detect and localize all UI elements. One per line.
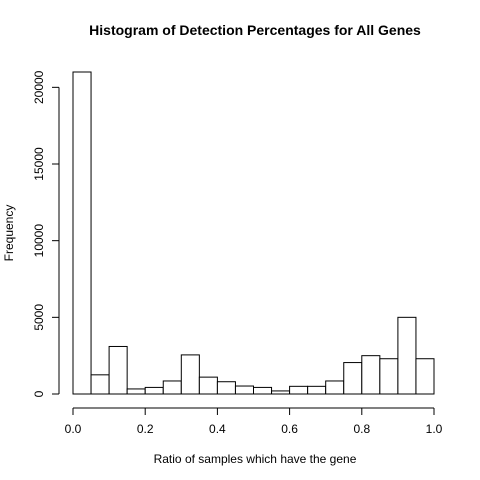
histogram-bar [180,354,200,395]
x-axis-label: Ratio of samples which have the gene [154,452,357,466]
x-tick-label: 0.6 [281,422,298,436]
x-tick-label: 0.8 [353,422,370,436]
y-tick-label: 5000 [32,304,46,331]
x-axis: 0.0 0.2 0.4 0.6 0.8 1.0 [65,407,443,436]
x-tick-label: 0.4 [209,422,226,436]
histogram-bar [361,355,381,395]
histogram-bar [415,358,435,395]
x-tick-label: 0.0 [65,422,82,436]
y-axis: 0 5000 10000 15000 20000 [32,70,60,397]
y-axis-label: Frequency [2,205,16,262]
histogram-bar [307,385,327,395]
histogram-bar [397,316,417,395]
histogram-bar [343,362,363,395]
x-tick-label: 1.0 [426,422,443,436]
y-tick-label: 20000 [32,70,46,104]
histogram-bar [289,385,309,395]
histogram-bar [271,390,291,395]
histogram-bar [108,345,128,395]
histogram-bar [325,380,345,395]
y-tick-label: 10000 [32,224,46,258]
histogram-bar [234,385,254,395]
histogram-bar [216,381,236,395]
histogram-bar [253,386,273,395]
bars-group [72,71,435,395]
y-tick-label: 0 [32,390,46,397]
histogram-bar [198,376,218,395]
histogram-bar [379,358,399,395]
histogram-bar [126,388,146,395]
histogram-bar [90,374,110,395]
histogram-bar [162,380,182,395]
y-tick-label: 15000 [32,147,46,181]
x-tick-label: 0.2 [137,422,154,436]
histogram-bar [144,386,164,395]
histogram-bar [72,71,92,395]
chart-title: Histogram of Detection Percentages for A… [89,22,421,38]
